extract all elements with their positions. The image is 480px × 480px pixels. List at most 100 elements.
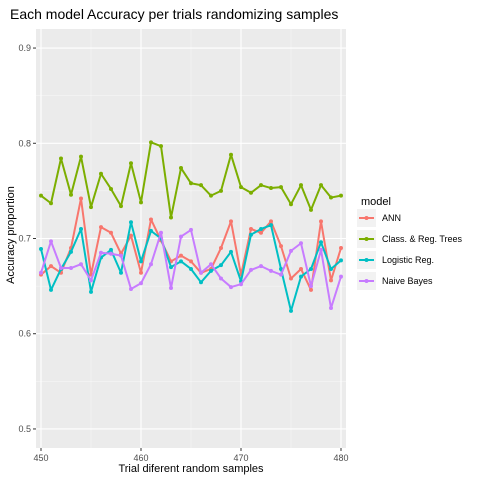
data-point <box>339 258 343 263</box>
data-point <box>309 266 313 271</box>
data-point <box>149 140 153 145</box>
data-point <box>329 266 333 271</box>
data-point <box>179 234 183 239</box>
data-point <box>39 193 43 198</box>
data-point <box>149 217 153 222</box>
data-point <box>79 154 83 159</box>
data-point <box>79 226 83 231</box>
data-point <box>229 285 233 290</box>
chart-title: Each model Accuracy per trials randomizi… <box>10 6 338 22</box>
data-point <box>269 223 273 228</box>
data-point <box>329 195 333 200</box>
data-point <box>169 286 173 291</box>
data-point <box>299 241 303 246</box>
data-point <box>259 230 263 235</box>
data-point <box>219 188 223 193</box>
data-point <box>239 282 243 287</box>
legend-title: model <box>361 196 391 208</box>
data-point <box>289 248 293 253</box>
data-point <box>79 196 83 201</box>
data-point <box>279 244 283 249</box>
x-tick-label: 480 <box>333 453 348 463</box>
data-point <box>239 185 243 190</box>
series-class-reg-trees <box>39 140 343 220</box>
data-point <box>69 266 73 271</box>
y-axis: 0.5 0.6 0.7 0.8 0.9 <box>18 43 36 434</box>
data-point <box>339 246 343 251</box>
data-point <box>139 259 143 264</box>
data-point <box>229 152 233 157</box>
data-point <box>249 226 253 231</box>
data-point <box>319 183 323 188</box>
data-point <box>89 278 93 283</box>
data-point <box>179 253 183 258</box>
data-point <box>69 192 73 197</box>
data-point <box>189 181 193 186</box>
data-point <box>259 264 263 269</box>
data-point <box>319 219 323 224</box>
data-point <box>49 264 53 269</box>
data-point <box>339 193 343 198</box>
legend-key-point <box>364 237 369 241</box>
data-point <box>209 268 213 273</box>
data-point <box>229 219 233 224</box>
data-point <box>139 270 143 275</box>
data-point <box>299 266 303 271</box>
x-tick-label: 450 <box>33 453 48 463</box>
legend: model ANN Class. & Reg. Trees Logistic Reg… <box>357 196 463 290</box>
data-point <box>309 284 313 289</box>
data-point <box>159 144 163 149</box>
data-point <box>199 280 203 285</box>
data-point <box>299 183 303 188</box>
data-point <box>209 262 213 267</box>
data-point <box>299 274 303 279</box>
x-axis-title: Trial diferent random samples <box>118 463 264 475</box>
data-point <box>169 265 173 270</box>
data-point <box>109 186 113 191</box>
data-point <box>219 276 223 281</box>
y-tick-label: 0.6 <box>18 329 31 339</box>
data-point <box>59 156 63 161</box>
data-point <box>189 259 193 264</box>
legend-key-point <box>364 216 369 220</box>
data-point <box>319 240 323 245</box>
data-point <box>199 183 203 188</box>
data-point <box>119 253 123 258</box>
data-point <box>39 246 43 251</box>
data-point <box>59 266 63 271</box>
data-point <box>79 262 83 267</box>
x-tick-label: 460 <box>133 453 148 463</box>
data-point <box>249 190 253 195</box>
data-point <box>139 200 143 205</box>
data-point <box>259 183 263 188</box>
data-point <box>289 308 293 313</box>
legend-label: Naive Bayes <box>382 276 433 286</box>
data-point <box>99 250 103 255</box>
legend-key-point <box>364 279 369 283</box>
data-point <box>119 270 123 275</box>
data-point <box>109 230 113 235</box>
data-point <box>329 278 333 283</box>
data-point <box>129 220 133 225</box>
data-point <box>69 249 73 254</box>
legend-label: ANN <box>382 213 401 223</box>
data-point <box>209 193 213 198</box>
y-tick-label: 0.7 <box>18 234 31 244</box>
data-point <box>149 228 153 233</box>
data-point <box>199 270 203 275</box>
series-naive-bayes <box>39 227 343 311</box>
y-axis-title: Accuracy proportion <box>5 186 17 284</box>
data-point <box>129 286 133 291</box>
data-point <box>99 225 103 230</box>
data-point <box>89 205 93 210</box>
data-point <box>289 202 293 207</box>
major-grid <box>36 29 346 448</box>
data-point <box>289 276 293 281</box>
data-point <box>219 246 223 251</box>
data-point <box>179 166 183 171</box>
data-point <box>49 201 53 206</box>
data-point <box>309 207 313 212</box>
x-axis: 450 460 470 480 <box>33 448 349 463</box>
data-point <box>339 274 343 279</box>
